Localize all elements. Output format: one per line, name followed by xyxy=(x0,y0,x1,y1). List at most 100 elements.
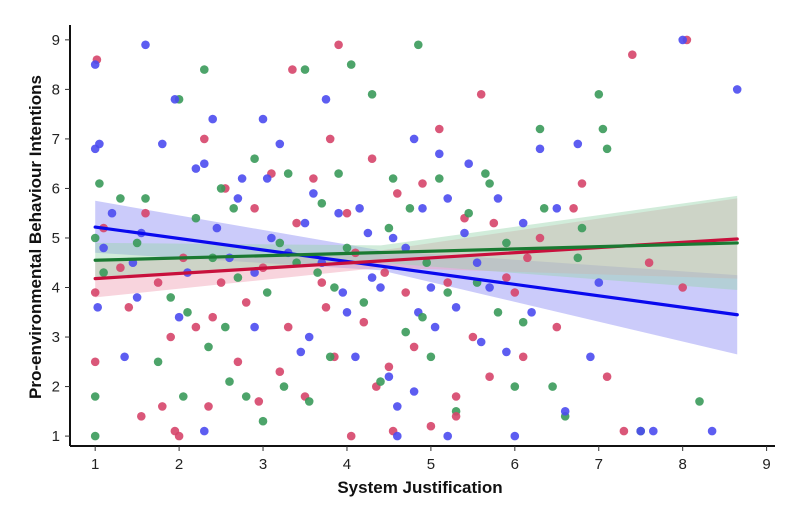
point-blue xyxy=(502,347,511,357)
point-green xyxy=(414,40,423,50)
point-green xyxy=(443,288,453,297)
point-blue xyxy=(732,85,742,94)
point-green xyxy=(183,308,192,317)
point-blue xyxy=(262,174,272,183)
point-green xyxy=(216,184,226,193)
point-blue xyxy=(304,332,314,342)
point-blue xyxy=(321,95,331,104)
point-green xyxy=(132,238,142,248)
point-red xyxy=(418,179,427,188)
point-green xyxy=(229,204,238,213)
point-green xyxy=(518,317,528,327)
point-red xyxy=(241,298,251,307)
point-green xyxy=(300,65,310,74)
point-red xyxy=(401,288,411,297)
point-blue xyxy=(552,204,562,213)
point-red xyxy=(346,431,356,441)
point-blue xyxy=(258,114,268,124)
point-blue xyxy=(267,233,276,243)
point-blue xyxy=(296,347,306,357)
point-red xyxy=(435,124,444,134)
point-red xyxy=(342,208,352,218)
point-red xyxy=(137,412,146,421)
point-blue xyxy=(493,194,503,203)
point-blue xyxy=(200,159,209,168)
point-green xyxy=(367,90,377,99)
y-tick-label: 3 xyxy=(52,329,60,346)
point-blue xyxy=(707,426,717,436)
point-green xyxy=(573,253,583,263)
point-red xyxy=(384,362,394,372)
x-ticks: 1 2 3 4 5 6 7 8 9 xyxy=(91,446,771,473)
y-tick-label: 1 xyxy=(52,428,60,445)
point-green xyxy=(426,352,436,362)
point-red xyxy=(569,204,578,213)
point-red xyxy=(367,154,377,163)
y-axis-title: Pro-environmental Behaviour Intentions xyxy=(26,75,45,399)
point-red xyxy=(309,174,318,183)
point-blue xyxy=(275,139,285,149)
point-green xyxy=(548,382,557,391)
point-green xyxy=(283,169,293,178)
point-blue xyxy=(535,144,545,154)
fit-line-blue xyxy=(93,225,739,317)
point-green xyxy=(221,322,230,332)
point-red xyxy=(380,268,390,277)
point-blue xyxy=(300,218,310,228)
point-red xyxy=(90,357,100,367)
point-blue xyxy=(393,431,402,441)
point-blue xyxy=(460,228,469,238)
point-blue xyxy=(384,372,394,382)
point-red xyxy=(485,372,494,382)
point-green xyxy=(90,431,100,441)
y-tick-label: 4 xyxy=(52,280,60,297)
point-green xyxy=(376,377,385,386)
point-blue xyxy=(472,258,482,268)
point-red xyxy=(535,233,545,243)
point-red xyxy=(288,65,297,74)
point-green xyxy=(422,258,432,268)
point-blue xyxy=(355,204,364,213)
point-blue xyxy=(351,352,360,362)
point-green xyxy=(435,174,444,183)
point-blue xyxy=(573,139,583,149)
point-blue xyxy=(388,233,398,243)
point-green xyxy=(90,392,100,401)
point-red xyxy=(426,421,436,431)
point-red xyxy=(292,218,301,228)
point-blue xyxy=(90,60,100,69)
confidence-band-green xyxy=(95,195,738,290)
point-red xyxy=(254,397,264,406)
point-green xyxy=(99,268,108,277)
point-green xyxy=(191,213,201,223)
point-red xyxy=(619,426,629,436)
point-red xyxy=(552,322,562,332)
point-green xyxy=(539,204,549,213)
point-green xyxy=(200,65,209,74)
x-tick-label: 7 xyxy=(595,456,603,473)
point-red xyxy=(644,258,654,268)
point-red xyxy=(489,218,499,228)
x-tick-label: 9 xyxy=(762,456,770,473)
regression-lines xyxy=(93,225,739,317)
point-red xyxy=(325,134,335,144)
point-red xyxy=(476,90,486,99)
point-green xyxy=(262,288,272,297)
point-blue xyxy=(430,322,440,332)
point-blue xyxy=(120,352,129,362)
point-blue xyxy=(451,303,461,312)
point-green xyxy=(275,238,285,248)
point-blue xyxy=(586,352,595,362)
point-green xyxy=(204,342,213,352)
point-green xyxy=(313,268,322,277)
point-red xyxy=(283,322,293,332)
point-blue xyxy=(510,431,520,441)
point-red xyxy=(216,278,226,287)
point-blue xyxy=(141,40,150,50)
point-red xyxy=(141,208,150,218)
point-green xyxy=(225,377,234,386)
point-green xyxy=(485,179,494,188)
point-green xyxy=(594,90,604,99)
point-red xyxy=(321,303,331,312)
point-green xyxy=(598,124,608,134)
